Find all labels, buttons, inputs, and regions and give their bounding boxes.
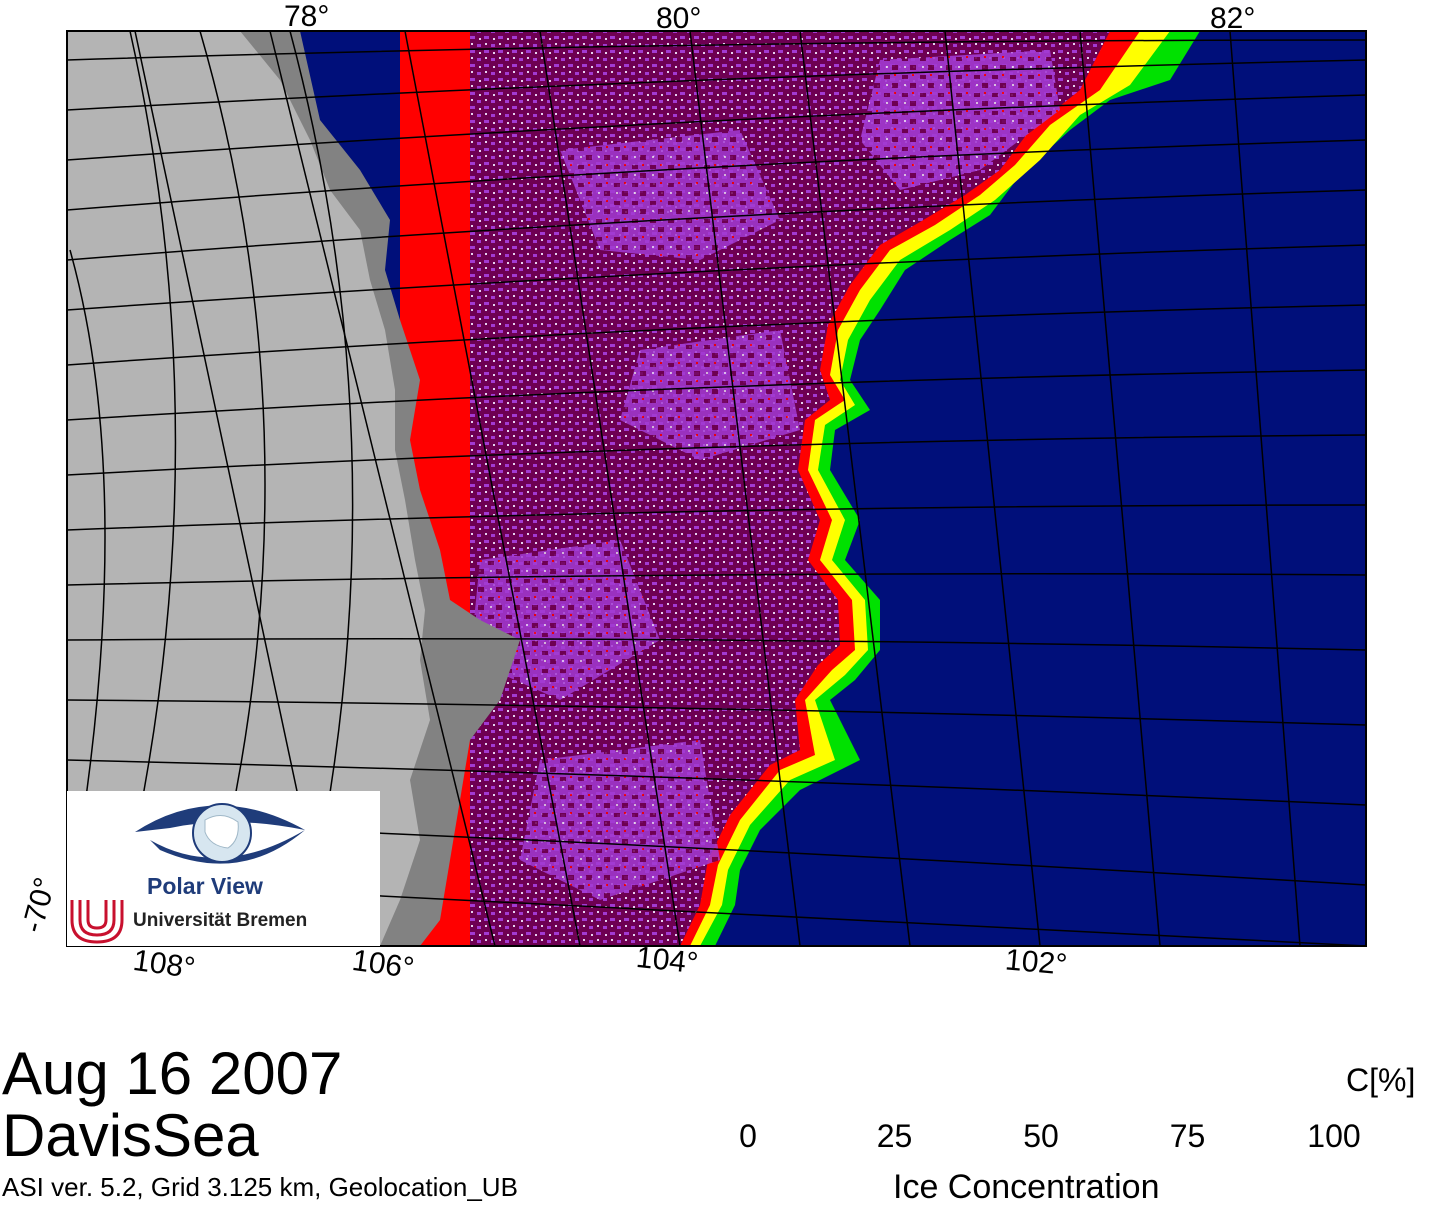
graticule bbox=[67, 31, 1366, 946]
ice-patch bbox=[470, 540, 660, 700]
ice-patch bbox=[560, 130, 780, 260]
map-date: Aug 16 2007 bbox=[2, 1040, 343, 1107]
land bbox=[67, 31, 430, 946]
map-metadata: ASI ver. 5.2, Grid 3.125 km, Geolocation… bbox=[2, 1172, 518, 1202]
ice-patch bbox=[620, 330, 800, 460]
lon-label-102: 102° bbox=[1003, 943, 1069, 982]
lat-label-82: 82° bbox=[1210, 2, 1256, 35]
colorbar-tick-label: 100 bbox=[1307, 1118, 1361, 1154]
logo-box: Polar View Universität Bremen bbox=[67, 791, 380, 946]
colorbar-tick-label: 0 bbox=[739, 1118, 757, 1154]
map-region: DavisSea bbox=[2, 1102, 259, 1169]
map-frame bbox=[66, 30, 1367, 947]
colorbar-tick-label: 50 bbox=[1023, 1118, 1059, 1154]
colorbar-unit: C[%] bbox=[1346, 1062, 1416, 1098]
logo-title: Polar View bbox=[147, 873, 263, 899]
colorbar-tick-label: 25 bbox=[876, 1118, 913, 1154]
colorbar-tick-label: 75 bbox=[1169, 1118, 1206, 1154]
colorbar-title: Ice Concentration bbox=[893, 1168, 1160, 1206]
lat-label-80: 80° bbox=[656, 2, 702, 35]
pack-ice bbox=[210, 31, 1110, 946]
ice-patch bbox=[860, 50, 1060, 190]
lon-label-104: 104° bbox=[634, 940, 700, 981]
lat-label-78: 78° bbox=[284, 0, 330, 33]
sea-ice-map bbox=[66, 30, 1367, 947]
polar-view-logo bbox=[67, 791, 380, 946]
ice-patch bbox=[520, 740, 720, 900]
logo-university: Universität Bremen bbox=[133, 910, 308, 931]
